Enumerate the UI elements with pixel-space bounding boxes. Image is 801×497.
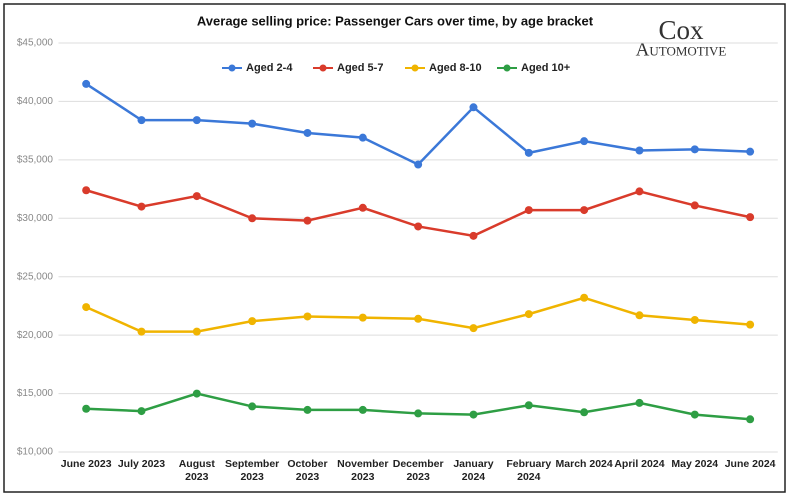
legend-label: Aged 10+ xyxy=(521,62,570,74)
y-tick-label: $40,000 xyxy=(17,96,54,107)
x-tick-label: April 2024 xyxy=(614,458,665,470)
x-tick-label: May 2024 xyxy=(671,458,719,470)
frame xyxy=(3,3,786,493)
data-point xyxy=(746,415,755,424)
data-point xyxy=(303,128,312,137)
data-point xyxy=(414,222,423,231)
data-point xyxy=(690,315,699,324)
x-tick-label: June 2023 xyxy=(60,458,112,470)
data-point xyxy=(469,410,478,419)
logo-top: Cox xyxy=(658,15,704,45)
data-point xyxy=(746,320,755,329)
y-tick-label: $10,000 xyxy=(17,447,54,458)
x-tick-label: October 2023 xyxy=(287,458,328,483)
data-point xyxy=(82,404,91,413)
data-point xyxy=(469,324,478,333)
x-tick-label: July 2023 xyxy=(117,458,166,470)
data-point xyxy=(192,389,201,398)
data-point xyxy=(248,317,257,326)
x-tick-label: August 2023 xyxy=(178,458,215,483)
legend-label: Aged 8-10 xyxy=(429,62,482,74)
data-point xyxy=(82,186,91,195)
data-point xyxy=(690,145,699,154)
data-point xyxy=(303,405,312,414)
data-point xyxy=(358,133,367,142)
data-point xyxy=(358,405,367,414)
data-point xyxy=(524,148,533,157)
y-tick-label: $20,000 xyxy=(17,330,54,341)
data-point xyxy=(137,327,146,336)
data-point xyxy=(635,311,644,320)
y-tick-label: $45,000 xyxy=(17,38,54,49)
data-point xyxy=(746,147,755,156)
legend-dot xyxy=(228,64,236,72)
data-point xyxy=(469,103,478,112)
y-tick-label: $25,000 xyxy=(17,271,54,282)
legend-dot xyxy=(503,64,511,72)
data-point xyxy=(524,401,533,410)
data-point xyxy=(690,201,699,210)
data-point xyxy=(414,160,423,169)
y-tick-label: $15,000 xyxy=(17,388,54,399)
x-tick-label: January 2024 xyxy=(453,458,494,483)
y-tick-label: $35,000 xyxy=(17,154,54,165)
data-point xyxy=(303,216,312,225)
chart-title: Average selling price: Passenger Cars ov… xyxy=(197,13,594,28)
data-point xyxy=(635,398,644,407)
legend-label: Aged 2-4 xyxy=(246,62,293,74)
data-point xyxy=(414,314,423,323)
data-point xyxy=(580,137,589,146)
x-tick-label: June 2024 xyxy=(724,458,776,470)
data-point xyxy=(248,214,257,223)
data-point xyxy=(248,402,257,411)
data-point xyxy=(580,293,589,302)
data-point xyxy=(137,407,146,416)
data-point xyxy=(192,327,201,336)
data-point xyxy=(635,187,644,196)
data-point xyxy=(192,192,201,201)
data-point xyxy=(358,203,367,212)
data-point xyxy=(358,313,367,322)
legend-label: Aged 5-7 xyxy=(337,62,383,74)
x-tick-label: November 2023 xyxy=(337,458,389,483)
data-point xyxy=(303,312,312,321)
x-tick-label: September 2023 xyxy=(225,458,280,483)
data-point xyxy=(82,303,91,312)
data-point xyxy=(248,119,257,128)
data-point xyxy=(137,202,146,211)
data-point xyxy=(524,206,533,215)
data-point xyxy=(192,116,201,125)
data-point xyxy=(690,410,699,419)
data-point xyxy=(746,213,755,222)
data-point xyxy=(414,409,423,418)
x-tick-label: March 2024 xyxy=(555,458,613,470)
data-point xyxy=(524,310,533,319)
x-tick-label: February 2024 xyxy=(506,458,552,483)
data-point xyxy=(580,408,589,417)
data-point xyxy=(469,231,478,240)
x-tick-label: December 2023 xyxy=(392,458,444,483)
data-point xyxy=(580,206,589,215)
data-point xyxy=(137,116,146,125)
data-point xyxy=(82,79,91,88)
y-tick-label: $30,000 xyxy=(17,213,54,224)
logo-bottom: Automotive xyxy=(636,39,727,60)
legend-dot xyxy=(411,64,419,72)
data-point xyxy=(635,146,644,155)
legend-dot xyxy=(319,64,327,72)
